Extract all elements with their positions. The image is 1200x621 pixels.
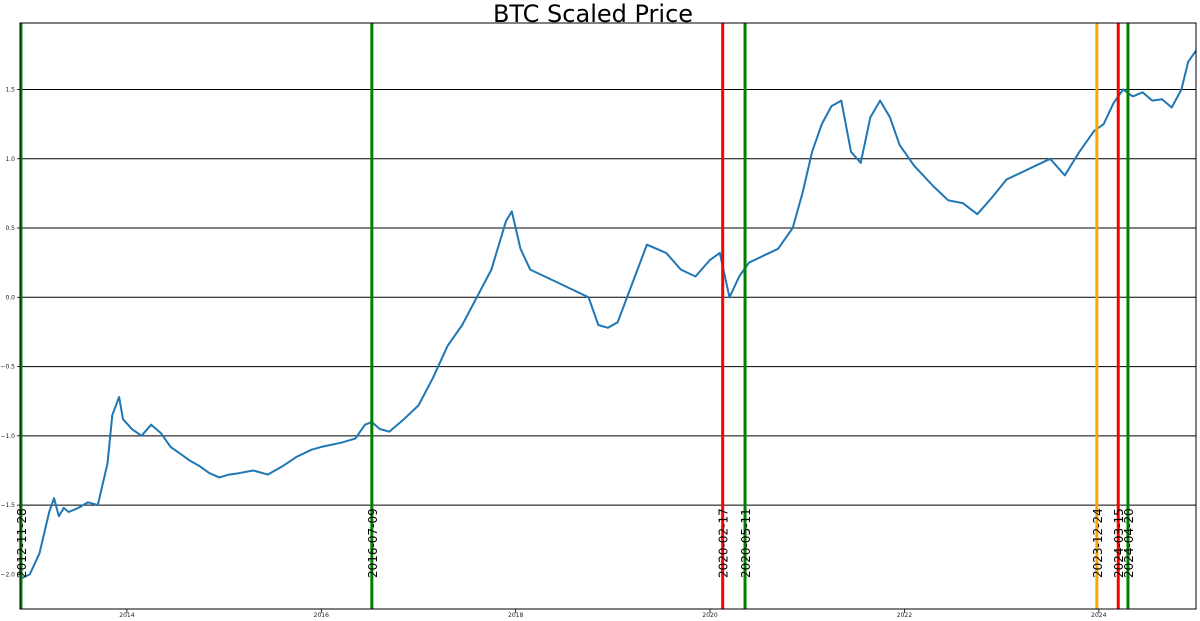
x-tick-label: 2016: [314, 612, 329, 619]
axis-layer: 1.5 1.0 0.5 0.0 −0.5 −1.0 −1.5 −2.0 2014 2016 2018…: [0, 86, 1106, 619]
x-tick-label: 2024: [1091, 612, 1106, 619]
x-tick-label: 2018: [508, 612, 523, 619]
y-tick-label: −1.5: [0, 502, 15, 509]
chart-title: BTC Scaled Price: [493, 0, 693, 28]
grid-layer: [20, 88, 1196, 506]
y-tick-label: −0.5: [0, 364, 15, 371]
event-marker-label: 2020-05-11: [739, 508, 753, 578]
plot-frame: [19, 22, 1197, 610]
x-tick-label: 2022: [897, 612, 912, 619]
event-marker-label: 2016-07-09: [366, 508, 380, 578]
x-tick-label: 2014: [119, 612, 134, 619]
series-layer: [20, 50, 1197, 580]
y-tick-label: −2.0: [0, 571, 15, 578]
y-tick-label: 1.5: [5, 86, 15, 93]
y-tick-label: 0.5: [5, 225, 15, 232]
event-marker-label: 2024-03-15: [1112, 508, 1126, 578]
event-marker-label: 2024-04-20: [1122, 508, 1136, 578]
y-tick-label: 0.0: [5, 294, 15, 301]
event-marker-label: 2020-02-17: [717, 508, 731, 578]
x-tick-label: 2020: [702, 612, 717, 619]
event-marker-label: 2023-12-24: [1091, 508, 1105, 578]
event-marker-label: 2012-11-28: [15, 508, 29, 578]
y-tick-label: −1.0: [0, 433, 15, 440]
marker-layer: 2012-11-28 2016-07-09 2020-02-17 2020-05-11…: [15, 23, 1136, 609]
price-series-line: [20, 50, 1197, 580]
y-tick-label: 1.0: [5, 156, 15, 163]
